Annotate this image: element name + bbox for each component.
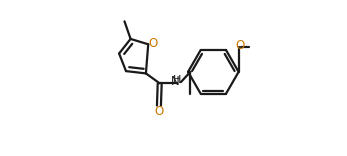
Text: N: N [171, 75, 180, 88]
Text: H: H [173, 75, 181, 85]
Text: O: O [148, 37, 158, 50]
Text: O: O [154, 105, 163, 118]
Text: O: O [235, 39, 245, 52]
